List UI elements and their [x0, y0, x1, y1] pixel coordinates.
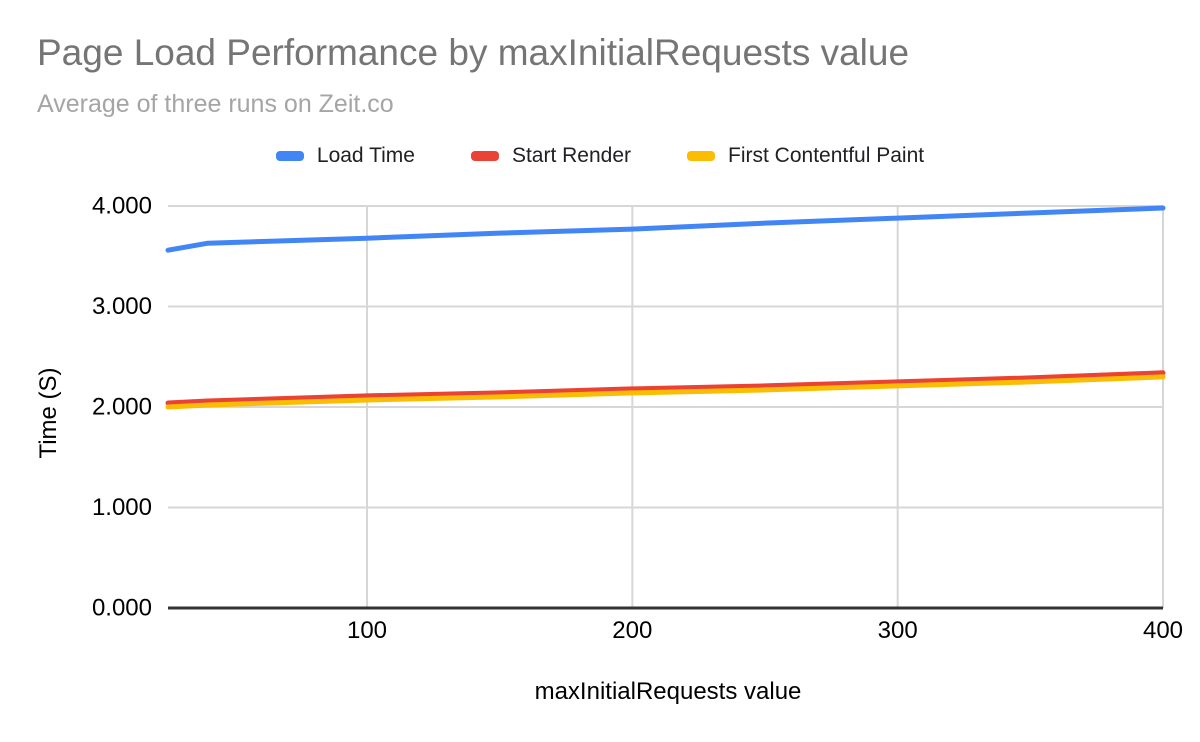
x-tick-label: 300	[878, 617, 918, 644]
series-line-first-contentful-paint	[165, 374, 1166, 410]
x-tick-label: 100	[347, 617, 387, 644]
x-tick-label: 200	[612, 617, 652, 644]
series-line-start-render	[165, 370, 1166, 406]
x-tick-label: 400	[1143, 617, 1183, 644]
series-line-load-time	[165, 205, 1166, 253]
y-tick-label: 2.000	[92, 394, 152, 421]
y-axis-title: Time (S)	[35, 367, 62, 459]
legend-item-first-contentful-paint: First Contentful Paint	[687, 144, 924, 168]
x-axis-title: maxInitialRequests value	[534, 678, 802, 705]
legend-label: Load Time	[316, 144, 415, 167]
legend-swatch-icon	[470, 151, 499, 161]
y-tick-label: 1.000	[92, 494, 152, 521]
legend-label: First Contentful Paint	[728, 144, 925, 167]
legend-label: Start Render	[511, 144, 632, 167]
chart-legend: Load Time Start Render First Contentful Pa…	[0, 143, 1200, 169]
y-tick-label: 0.000	[92, 595, 152, 622]
legend-swatch-icon	[275, 151, 304, 161]
chart-title: Page Load Performance by maxInitialReque…	[37, 32, 910, 73]
legend-item-start-render: Start Render	[470, 144, 632, 168]
chart-subtitle: Average of three runs on Zeit.co	[37, 90, 394, 118]
y-tick-label: 4.000	[92, 193, 152, 220]
y-tick-label: 3.000	[92, 293, 152, 320]
legend-item-load-time: Load Time	[275, 144, 415, 168]
legend-swatch-icon	[687, 151, 716, 161]
